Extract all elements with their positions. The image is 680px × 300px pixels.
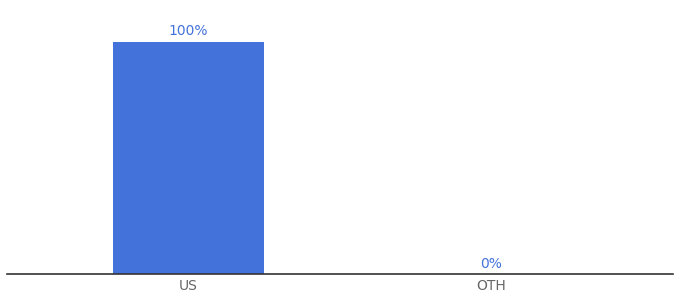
Text: 100%: 100% <box>169 24 208 38</box>
Text: 0%: 0% <box>481 257 503 271</box>
Bar <box>113 42 265 274</box>
